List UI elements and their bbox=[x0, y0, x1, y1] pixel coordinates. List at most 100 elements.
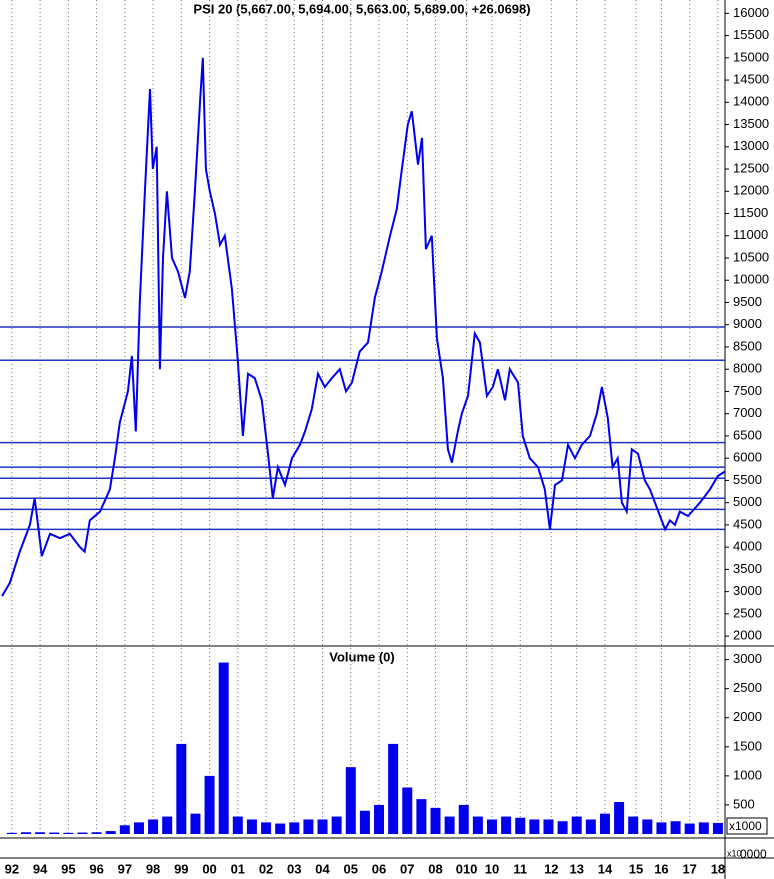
volume-bar bbox=[359, 810, 370, 834]
volume-bar bbox=[712, 822, 723, 834]
y-tick-label: 11000 bbox=[733, 227, 768, 242]
y-tick-label: 4500 bbox=[733, 516, 762, 531]
x-tick-label: 95 bbox=[61, 861, 75, 876]
volume-bar bbox=[628, 816, 639, 834]
y-tick-label: 2500 bbox=[733, 680, 762, 695]
x-tick-label: 92 bbox=[5, 861, 19, 876]
y-tick-label: 3500 bbox=[733, 561, 762, 576]
y-tick-label: 12500 bbox=[733, 160, 769, 175]
volume-bar bbox=[416, 799, 427, 834]
y-tick-label: 12000 bbox=[733, 183, 769, 198]
y-tick-label: 5500 bbox=[733, 472, 762, 487]
volume-bar bbox=[176, 743, 187, 834]
volume-bar bbox=[486, 819, 497, 834]
y-tick-label: 7000 bbox=[733, 405, 762, 420]
y-tick-label: 9500 bbox=[733, 294, 762, 309]
volume-bar bbox=[303, 819, 314, 834]
x-tick-label: 03 bbox=[287, 861, 301, 876]
x-tick-label: 02 bbox=[259, 861, 273, 876]
volume-bar bbox=[430, 807, 441, 834]
y-tick-label: 500 bbox=[733, 796, 755, 811]
x-tick-label: 94 bbox=[33, 861, 48, 876]
volume-bar bbox=[599, 813, 610, 834]
volume-bar bbox=[458, 804, 469, 834]
x-tick-label: 96 bbox=[89, 861, 103, 876]
volume-bar bbox=[571, 816, 582, 834]
volume-bar bbox=[374, 804, 385, 834]
y-tick-label: 3000 bbox=[733, 651, 762, 666]
volume-bar bbox=[218, 662, 229, 834]
y-tick-label: 10000 bbox=[733, 272, 769, 287]
x-tick-label: 12 bbox=[544, 861, 558, 876]
volume-bar bbox=[444, 816, 455, 834]
y-tick-label: 14000 bbox=[733, 94, 769, 109]
volume-bar bbox=[232, 816, 243, 834]
volume-bar bbox=[105, 831, 116, 834]
x-tick-label: 17 bbox=[682, 861, 696, 876]
y-tick-label: 1000 bbox=[733, 767, 762, 782]
x-tick-label: 07 bbox=[400, 861, 414, 876]
x-tick-label: 97 bbox=[118, 861, 132, 876]
x-tick-label: 16 bbox=[654, 861, 668, 876]
y-tick-label: 9000 bbox=[733, 316, 762, 331]
x-tick-label: 18 bbox=[711, 861, 725, 876]
y-tick-label: 13000 bbox=[733, 138, 769, 153]
y-tick-label: 1500 bbox=[733, 738, 762, 753]
volume-bar bbox=[246, 819, 257, 834]
x-tick-label: 15 bbox=[629, 861, 643, 876]
y-tick-label: 15000 bbox=[733, 49, 769, 64]
volume-bar bbox=[20, 832, 31, 834]
x-tick-label: 99 bbox=[174, 861, 188, 876]
volume-bar bbox=[642, 819, 653, 834]
y-tick-label: 16000 bbox=[733, 5, 769, 20]
volume-bar bbox=[289, 822, 300, 834]
y-tick-label: 11500 bbox=[733, 205, 768, 220]
volume-bar bbox=[543, 819, 554, 834]
x-tick-label: 06 bbox=[372, 861, 386, 876]
volume-bar bbox=[402, 787, 413, 834]
volume-bar bbox=[670, 821, 681, 834]
y-tick-label: 6500 bbox=[733, 427, 762, 442]
volume-bar bbox=[472, 816, 483, 834]
chart-title: PSI 20 (5,667.00, 5,694.00, 5,663.00, 5,… bbox=[193, 1, 530, 16]
x-tick-label: 04 bbox=[315, 861, 330, 876]
volume-bar bbox=[49, 832, 60, 834]
y-tick-label: 4000 bbox=[733, 539, 762, 554]
x-tick-label: 01 bbox=[231, 861, 245, 876]
volume-bar bbox=[557, 821, 568, 834]
volume-bar bbox=[63, 832, 74, 834]
volume-bar bbox=[345, 767, 356, 834]
volume-bar bbox=[515, 817, 526, 834]
y-tick-label: 7500 bbox=[733, 383, 762, 398]
x-tick-label: 13 bbox=[569, 861, 583, 876]
volume-bar bbox=[35, 832, 46, 834]
volume-bar bbox=[204, 775, 215, 834]
y-tick-label: 5000 bbox=[733, 494, 762, 509]
volume-bar bbox=[698, 822, 709, 834]
y-tick-label: 8000 bbox=[733, 361, 762, 376]
volume-bar bbox=[656, 822, 667, 834]
x-tick-label: 010 bbox=[456, 861, 478, 876]
y-tick-label: 6000 bbox=[733, 450, 762, 465]
panel-title: Volume (0) bbox=[329, 649, 395, 664]
y-tick-label: 13500 bbox=[733, 116, 769, 131]
volume-bar bbox=[317, 819, 328, 834]
volume-bar bbox=[261, 822, 272, 834]
volume-bar bbox=[614, 802, 625, 834]
volume-bar bbox=[331, 816, 342, 834]
volume-bar bbox=[684, 823, 695, 834]
y-tick-label: 14500 bbox=[733, 72, 769, 87]
y-tick-label: 2500 bbox=[733, 605, 762, 620]
y-tick-label: 2000 bbox=[733, 628, 762, 643]
corner-label: x10 bbox=[727, 848, 742, 858]
volume-bar bbox=[133, 822, 144, 834]
volume-bar bbox=[529, 819, 540, 834]
y-tick-label: 15500 bbox=[733, 27, 769, 42]
volume-bar bbox=[275, 823, 286, 834]
y-tick-label: 2000 bbox=[733, 709, 762, 724]
x-tick-label: 00 bbox=[202, 861, 216, 876]
x-tick-label: 11 bbox=[513, 861, 527, 876]
y-tick-label: 3000 bbox=[733, 583, 762, 598]
